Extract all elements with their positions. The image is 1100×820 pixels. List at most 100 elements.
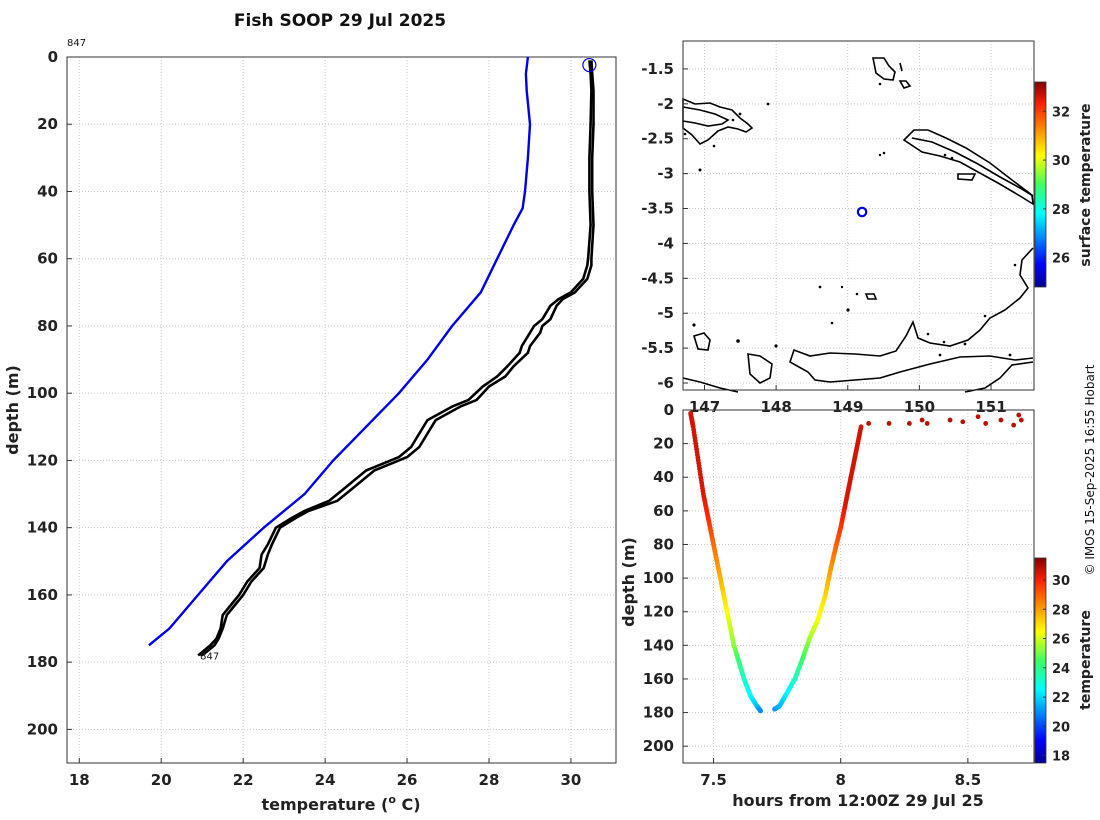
surface-point: [924, 421, 930, 426]
map-y-tick-label: -2.5: [641, 130, 674, 148]
scatter-x-tick-label: 7.5: [700, 771, 727, 789]
surface-colorbar-tick-label: 28: [1052, 203, 1070, 218]
map-x-tick-label: 148: [760, 398, 791, 416]
temperature-colorbar-ticks: 18 20 22 24 26 28 30: [1043, 574, 1070, 765]
surface-point: [919, 417, 925, 423]
profile-y-tick-label: 140: [27, 519, 58, 537]
profile-y-tick-label: 100: [27, 384, 58, 402]
profile-x-ticks: 18 20 22 24 26 28 30: [69, 758, 581, 789]
scatter-x-tick-label: 8: [835, 771, 845, 789]
profile-axes-box: [66, 56, 617, 764]
map-x-tick-label: 150: [904, 398, 935, 416]
profile-x-tick-label: 22: [233, 771, 254, 789]
map-islets: [683, 82, 1017, 357]
profile-x-tick-label: 26: [397, 771, 418, 789]
surface-point: [1016, 412, 1022, 418]
series-line-climatology: [148, 56, 532, 647]
scatter-y-tick-label: 140: [643, 636, 674, 654]
map-y-tick-label: -2: [657, 95, 674, 113]
temperature-colorbar-tick-label: 30: [1052, 574, 1070, 589]
credit-text: © IMOS 15-Sep-2025 16:55 Hobart: [1083, 364, 1097, 575]
map-y-tick-label: -3: [657, 165, 674, 183]
scatter-y-tick-label: 180: [643, 704, 674, 722]
scatter-y-tick-label: 200: [643, 737, 674, 755]
surface-temperature-colorbar: [1034, 81, 1047, 288]
profile-annotation-bottom: 847: [200, 651, 219, 662]
map-y-tick-label: -1.5: [641, 60, 674, 78]
profile-y-tick-label: 20: [37, 115, 58, 133]
coastlines: [682, 57, 1034, 393]
map-grid: [683, 41, 1034, 390]
surface-start-marker: [582, 57, 597, 73]
scatter-x-ticks: 7.5 8 8.5: [700, 758, 981, 789]
scatter-grid: [683, 409, 1034, 763]
scatter-y-tick-label: 120: [643, 603, 674, 621]
surface-point: [960, 419, 966, 425]
scatter-y-label: depth (m): [619, 537, 638, 627]
temperature-colorbar-tick-label: 22: [1052, 691, 1070, 706]
profile-panel: Fish SOOP 29 Jul 2025 18 20 22 24 26 28 30 0 20…: [3, 11, 617, 814]
surface-point: [983, 421, 989, 426]
profile-y-tick-label: 0: [48, 48, 58, 66]
surface-point: [947, 417, 953, 423]
surface-colorbar-ticks: 26 28 30 32: [1043, 105, 1070, 267]
map-y-ticks: -1.5 -2 -2.5 -3 -3.5 -4 -4.5 -5 -5.5 -6: [641, 60, 688, 392]
map-y-tick-label: -5.5: [641, 339, 674, 357]
temperature-colorbar-tick-label: 28: [1052, 603, 1070, 618]
surface-colorbar-tick-label: 26: [1052, 252, 1070, 267]
scatter-y-tick-label: 160: [643, 670, 674, 688]
profile-y-tick-label: 200: [27, 720, 58, 738]
temperature-colorbar-tick-label: 20: [1052, 720, 1070, 735]
profile-y-tick-label: 80: [37, 317, 58, 335]
scatter-x-label: hours from 12:00Z 29 Jul 25: [732, 791, 983, 810]
series-line-profile-up: [197, 60, 593, 657]
scatter-y-tick-label: 80: [653, 535, 674, 553]
profile-y-tick-label: 40: [37, 182, 58, 200]
ship-position-marker: [856, 206, 868, 218]
profile-x-tick-label: 28: [479, 771, 500, 789]
profile-y-tick-label: 180: [27, 653, 58, 671]
temperature-colorbar-tick-label: 26: [1052, 633, 1070, 648]
profile-x-tick-label: 24: [315, 771, 336, 789]
series-line-profile-down: [199, 60, 595, 657]
up_cast-point: [858, 424, 864, 430]
scatter-y-ticks: 0 20 40 60 80 100 120 140 160 180 200: [643, 401, 688, 755]
surface-colorbar-tick-label: 32: [1052, 105, 1070, 120]
scatter-axes-box: [682, 409, 1035, 764]
map-x-tick-label: 151: [975, 398, 1006, 416]
profile-y-tick-label: 120: [27, 451, 58, 469]
map-x-ticks: 147 148 149 150 151: [689, 385, 1007, 416]
profile-x-tick-label: 20: [151, 771, 172, 789]
temperature-colorbar-label: temperature: [1078, 610, 1094, 710]
profile-y-ticks: 0 20 40 60 80 100 120 140 160 180 200: [27, 48, 72, 738]
profile-grid: [67, 56, 616, 763]
temperature-colorbar-tick-label: 24: [1052, 662, 1070, 677]
surface-point: [998, 417, 1004, 423]
scatter-y-tick-label: 40: [653, 468, 674, 486]
scatter-x-tick-label: 8.5: [955, 771, 982, 789]
profile-x-tick-label: 30: [560, 771, 581, 789]
scatter-points: [688, 410, 1024, 714]
profile-series: [148, 56, 597, 657]
map-axes-box: [682, 40, 1035, 391]
map-y-tick-label: -6: [657, 374, 674, 392]
map-x-tick-label: 147: [689, 398, 720, 416]
surface-point: [1018, 417, 1024, 423]
surface-point: [866, 421, 872, 426]
surface-colorbar-tick-label: 30: [1052, 154, 1070, 169]
temperature-colorbar: [1034, 557, 1047, 764]
map-panel: 147 148 149 150 151 -1.5 -2 -2.5 -3 -3.5 -4 -4.5 -5…: [641, 40, 1094, 416]
scatter-panel: 7.5 8 8.5 0 20 40 60 80 100 120 140 160 180 200 hour…: [619, 401, 1094, 810]
scatter-y-tick-label: 20: [653, 435, 674, 453]
profile-annotation-top: 847: [67, 38, 86, 49]
surface-point: [975, 414, 981, 420]
map-y-tick-label: -4: [657, 234, 674, 252]
profile-x-label: temperature (o C): [261, 793, 420, 814]
surface-point: [886, 421, 892, 426]
temperature-colorbar-tick-label: 18: [1052, 750, 1070, 765]
scatter-y-tick-label: 100: [643, 569, 674, 587]
scatter-y-tick-label: 60: [653, 502, 674, 520]
map-y-tick-label: -4.5: [641, 269, 674, 287]
map-y-tick-label: -3.5: [641, 200, 674, 218]
